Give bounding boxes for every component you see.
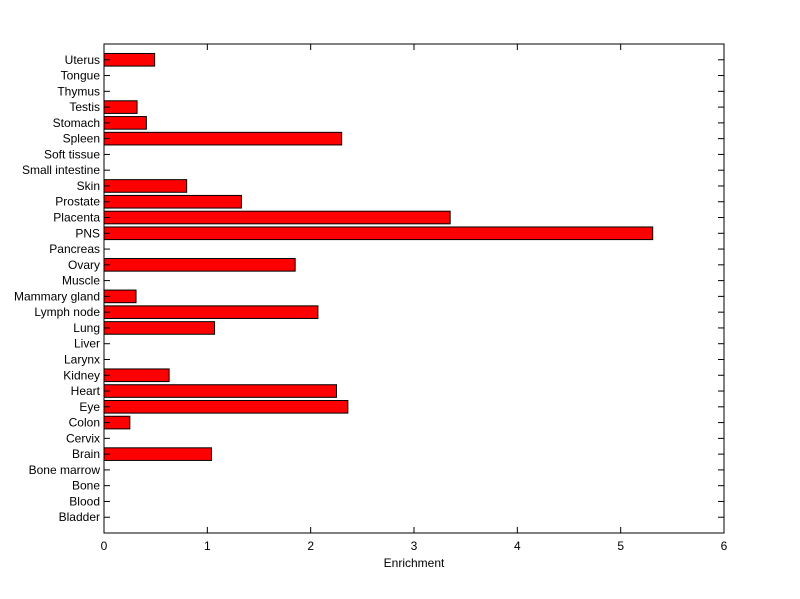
bar-brain [103,447,212,461]
bar-heart [103,384,337,398]
bar-kidney [103,368,170,383]
y-tick-label-muscle: Muscle [62,274,100,288]
y-tick-label-thymus: Thymus [57,84,100,98]
y-tick-label-bladder: Bladder [59,510,100,524]
y-tick-label-brain: Brain [72,447,100,461]
bar-placenta [103,210,451,225]
x-tick-label-6: 6 [721,539,728,553]
bar-pns [103,226,654,241]
y-tick-label-liver: Liver [74,337,100,351]
y-tick-label-placenta: Placenta [53,211,100,225]
bar-lymph-node [103,305,319,319]
bar-ovary [103,258,296,272]
y-tick-label-pns: PNS [75,226,100,240]
plot-frame [103,43,725,534]
x-tick-label-5: 5 [617,539,624,553]
y-tick-label-lung: Lung [73,321,100,335]
y-tick-label-kidney: Kidney [63,368,100,382]
y-tick-label-lymph-node: Lymph node [34,305,100,319]
y-tick-label-larynx: Larynx [64,352,100,366]
y-tick-label-heart: Heart [71,384,101,398]
y-tick-label-uterus: Uterus [65,53,100,67]
x-axis-title: Enrichment [384,556,445,570]
x-tick-label-1: 1 [204,539,211,553]
y-tick-label-stomach: Stomach [53,116,100,130]
y-tick-label-eye: Eye [79,400,100,414]
y-tick-label-tongue: Tongue [61,69,101,83]
y-tick-label-skin: Skin [77,179,100,193]
y-tick-label-small-intestine: Small intestine [22,163,100,177]
bar-uterus [103,52,156,67]
y-tick-label-bone-marrow: Bone marrow [29,463,101,477]
y-tick-label-cervix: Cervix [66,431,100,445]
bar-stomach [103,116,147,130]
y-tick-label-ovary: Ovary [68,258,100,272]
bar-skin [103,179,188,193]
x-tick-label-4: 4 [514,539,521,553]
y-tick-label-bone: Bone [72,479,100,493]
y-tick-label-testis: Testis [69,100,100,114]
y-tick-label-spleen: Spleen [63,132,100,146]
x-tick-label-3: 3 [411,539,418,553]
y-tick-label-blood: Blood [69,494,100,508]
ticks-group [103,44,725,533]
bar-lung [103,321,216,335]
bar-eye [103,399,349,414]
bar-prostate [103,194,242,209]
y-tick-label-soft-tissue: Soft tissue [44,147,100,161]
y-tick-label-prostate: Prostate [55,195,100,209]
bar-spleen [103,131,343,146]
y-tick-label-mammary-gland: Mammary gland [14,289,100,303]
x-tick-label-0: 0 [101,539,108,553]
x-tick-label-2: 2 [307,539,314,553]
y-tick-label-pancreas: Pancreas [49,242,100,256]
y-tick-label-colon: Colon [69,416,100,430]
